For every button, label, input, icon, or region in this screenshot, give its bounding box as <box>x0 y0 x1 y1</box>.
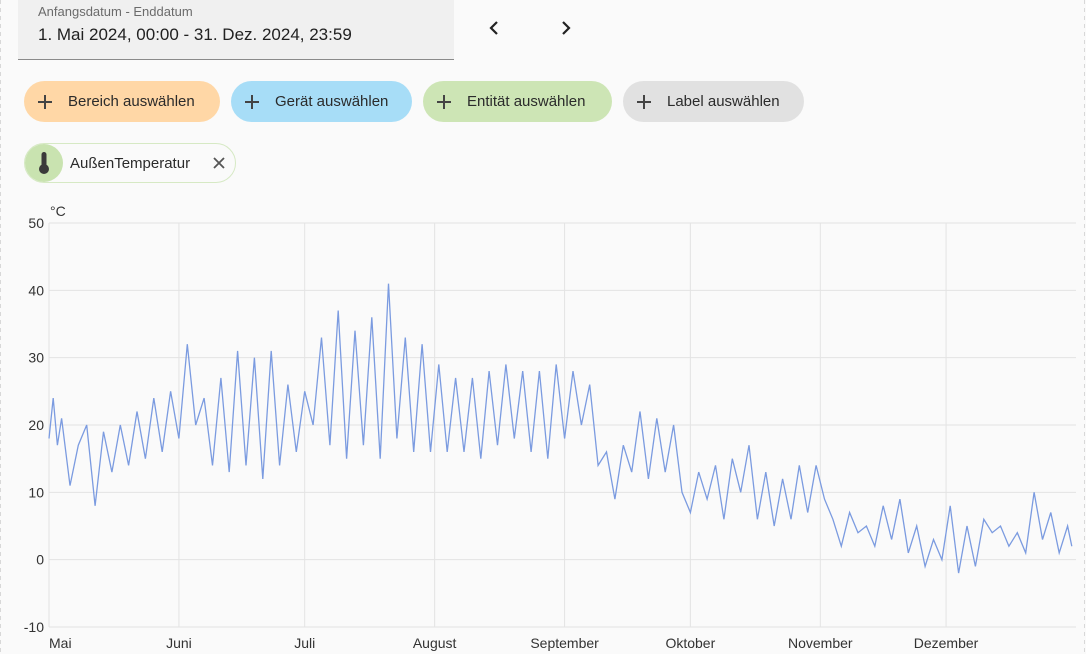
choose-entity-button[interactable]: Entität auswählen <box>423 81 612 122</box>
x-tick-label: Mai <box>49 635 72 651</box>
date-range-value: 1. Mai 2024, 00:00 - 31. Dez. 2024, 23:5… <box>38 25 352 44</box>
close-icon[interactable] <box>212 156 226 170</box>
choose-device-button[interactable]: Gerät auswählen <box>231 81 412 122</box>
x-tick-label: Dezember <box>914 635 979 651</box>
left-dashed-border <box>0 0 1 654</box>
y-tick-label: 30 <box>28 350 44 366</box>
x-tick-label: September <box>530 635 599 651</box>
selected-entity-label: AußenTemperatur <box>70 154 191 172</box>
choose-area-label: Bereich auswählen <box>68 93 195 110</box>
y-tick-label: 20 <box>28 417 44 433</box>
x-tick-label: Juli <box>294 635 315 651</box>
x-tick-label: Oktober <box>665 635 715 651</box>
choose-label-label: Label auswählen <box>667 93 780 110</box>
plus-icon <box>437 94 451 109</box>
y-tick-label: 10 <box>28 484 44 500</box>
x-tick-label: August <box>413 635 457 651</box>
date-range-label: Anfangsdatum - Enddatum <box>38 4 193 19</box>
thermometer-icon <box>25 144 63 182</box>
right-dashed-border <box>1084 0 1085 654</box>
plus-icon <box>38 94 52 109</box>
choose-device-label: Gerät auswählen <box>275 93 389 110</box>
date-range-field[interactable]: Anfangsdatum - Enddatum 1. Mai 2024, 00:… <box>18 0 454 60</box>
y-tick-label: -10 <box>24 619 44 635</box>
next-period-button[interactable] <box>546 8 586 48</box>
choose-entity-label: Entität auswählen <box>467 93 586 110</box>
selected-entity-chip[interactable]: AußenTemperatur <box>24 143 236 183</box>
y-tick-label: 0 <box>36 552 44 568</box>
choose-area-button[interactable]: Bereich auswählen <box>24 81 220 122</box>
x-tick-label: Juni <box>166 635 192 651</box>
x-tick-label: November <box>788 635 853 651</box>
previous-period-button[interactable] <box>474 8 514 48</box>
chevron-right-icon <box>562 21 571 35</box>
plus-icon <box>245 94 259 109</box>
plus-icon <box>637 94 651 109</box>
y-axis-unit: °C <box>50 203 66 219</box>
temperature-series-line <box>48 283 1073 574</box>
y-tick-label: 50 <box>28 215 44 231</box>
y-tick-label: 40 <box>28 282 44 298</box>
chevron-left-icon <box>489 21 498 35</box>
history-chart: °C 50 40 30 20 10 0 -10 Mai Juni Juli August Septe… <box>24 203 1076 651</box>
target-picker: Bereich auswählen Gerät auswählen Entitä… <box>24 81 804 122</box>
choose-label-button[interactable]: Label auswählen <box>623 81 804 122</box>
